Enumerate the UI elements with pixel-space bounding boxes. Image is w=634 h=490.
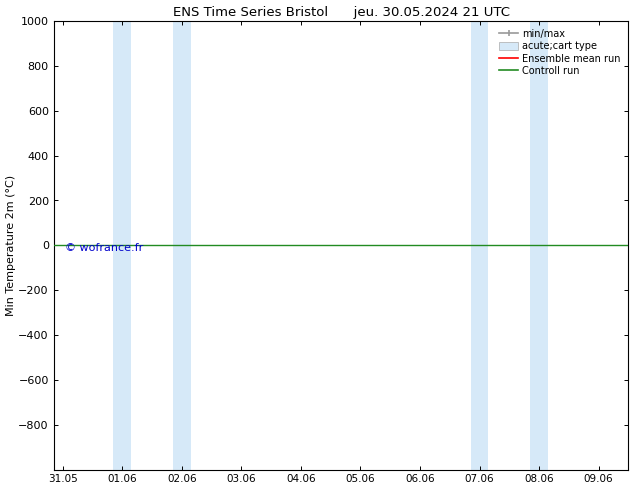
Legend: min/max, acute;cart type, Ensemble mean run, Controll run: min/max, acute;cart type, Ensemble mean … [496,26,624,79]
Bar [173,21,191,469]
Bar [113,21,131,469]
Title: ENS Time Series Bristol      jeu. 30.05.2024 21 UTC: ENS Time Series Bristol jeu. 30.05.2024 … [172,5,510,19]
Text: © wofrance.fr: © wofrance.fr [65,243,143,253]
Bar [530,21,548,469]
Bar [470,21,488,469]
Y-axis label: Min Temperature 2m (°C): Min Temperature 2m (°C) [6,175,16,316]
